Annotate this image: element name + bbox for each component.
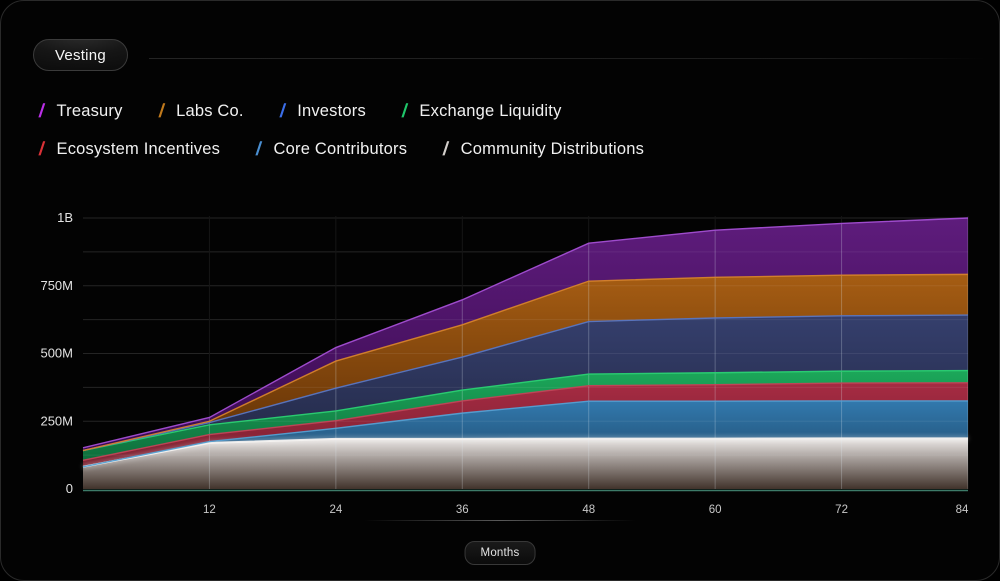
- band-top-line-community-distributions: [82, 437, 968, 468]
- x-tick-label-36: 36: [456, 504, 469, 516]
- vesting-tab-pill[interactable]: Vesting: [33, 39, 128, 71]
- x-tick-label-24: 24: [329, 504, 342, 516]
- x-tick-label-72: 72: [835, 504, 848, 516]
- legend-item-label: Labs Co.: [176, 102, 244, 120]
- legend-row: / Treasury / Labs Co. / Investors / Exchange Li…: [38, 101, 644, 122]
- legend-item-label: Investors: [297, 102, 366, 120]
- chart-legend: / Treasury / Labs Co. / Investors / Exchange Li…: [38, 101, 645, 160]
- y-tick-label-750M: 750M: [40, 278, 73, 293]
- band-top-line-ecosystem-incentives: [82, 382, 969, 461]
- band-top-line-core-contributors: [82, 400, 968, 468]
- legend-item-core-contributors[interactable]: / Core Contributors: [255, 139, 408, 160]
- band-top-line-labs-co-: [82, 273, 969, 452]
- legend-item-label: Treasury: [56, 102, 123, 120]
- legend-item-label: Community Distributions: [460, 140, 645, 158]
- x-axis-glow-line: [364, 520, 636, 521]
- area-band-ecosystem-incentives[interactable]: [83, 382, 968, 467]
- y-tick-label-250M: 250M: [40, 413, 73, 428]
- area-band-labs-co-[interactable]: [83, 274, 968, 451]
- legend-item-investors[interactable]: / Investors: [278, 101, 366, 122]
- area-band-community-distributions[interactable]: [83, 438, 968, 489]
- header-divider: [149, 58, 985, 59]
- legend-item-exchange-liquidity[interactable]: / Exchange Liquidity: [400, 101, 562, 122]
- band-top-line-investors: [82, 314, 969, 452]
- legend-item-label: Exchange Liquidity: [419, 102, 562, 120]
- x-tick-label-60: 60: [709, 504, 722, 516]
- legend-item-ecosystem-incentives[interactable]: / Ecosystem Incentives: [38, 139, 221, 160]
- legend-item-label: Ecosystem Incentives: [56, 140, 221, 158]
- area-band-investors[interactable]: [83, 315, 968, 451]
- y-tick-label-500M: 500M: [40, 346, 73, 361]
- band-top-line-treasury: [82, 217, 969, 449]
- band-top-lines: [82, 217, 969, 470]
- area-band-core-contributors[interactable]: [83, 400, 968, 467]
- x-tick-label-12: 12: [203, 504, 216, 516]
- legend-item-labs-co-[interactable]: / Labs Co.: [157, 101, 244, 122]
- legend-row: / Ecosystem Incentives / Core Contributors /…: [38, 139, 645, 160]
- x-tick-label-84: 84: [956, 504, 969, 516]
- y-tick-label-0: 0: [66, 481, 73, 496]
- legend-item-community-distributions[interactable]: / Community Distributions: [442, 139, 645, 160]
- y-tick-label-1B: 1B: [57, 210, 73, 225]
- band-top-line-exchange-liquidity: [82, 369, 969, 452]
- legend-item-label: Core Contributors: [273, 140, 408, 158]
- area-band-exchange-liquidity[interactable]: [83, 370, 968, 461]
- months-axis-unit-pill: Months: [464, 541, 536, 565]
- legend-item-treasury[interactable]: / Treasury: [38, 101, 123, 122]
- x-tick-label-48: 48: [582, 504, 595, 516]
